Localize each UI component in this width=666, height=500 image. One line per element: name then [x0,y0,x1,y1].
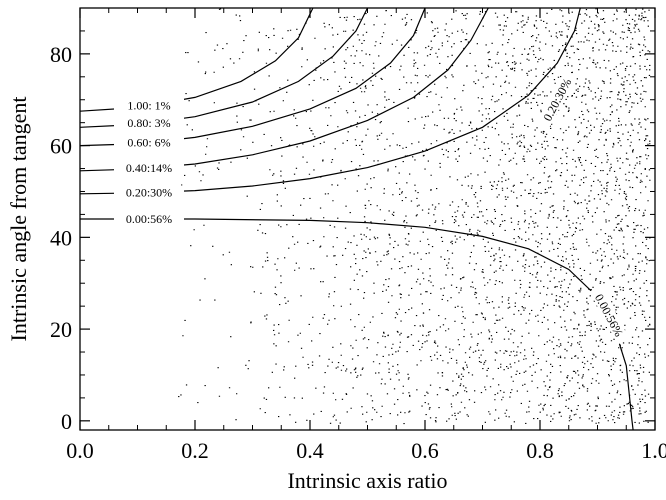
y-axis-label: Intrinsic angle from tangent [6,97,31,342]
x-tick-label: 0.0 [66,438,94,463]
contour-label: 0.20:30% [126,185,172,199]
contour-label: 1.00: 1% [127,99,170,113]
axis-ticks [79,8,656,430]
contour-label: 0.40:14% [126,161,172,175]
inline-contour-label: 0.20:30% [540,76,574,123]
x-tick-label: 0.6 [411,438,439,463]
inline-contour-label: 0.00:56% [592,292,626,339]
contour-line [79,7,581,195]
contour-labels: 1.00: 1% 0.80: 3% 0.60: 6% 0.40:14% 0.20:30%… [114,69,630,345]
x-axis-label: Intrinsic axis ratio [287,468,447,493]
x-tick-label: 0.8 [526,438,554,463]
contour-label-bg [114,160,184,175]
y-tick-label: 0 [61,409,72,434]
inline-contour-label-bg [589,285,630,345]
contour-label-bg [114,115,184,130]
contour-label: 0.60: 6% [127,135,170,149]
contour-label-bg [114,212,184,226]
contour-label: 0.80: 3% [127,116,170,130]
contour-label-bg [114,135,184,150]
x-tick-label: 0.4 [296,438,324,463]
contour-line [79,7,314,112]
x-tick-label: 1.0 [641,438,666,463]
y-tick-label: 60 [50,134,72,159]
contour-label-bg [114,98,184,113]
y-tick-label: 40 [50,225,72,250]
contour-label: 0.00:56% [126,212,172,226]
contour-label-bg [114,185,184,200]
y-tick-label: 80 [50,42,72,67]
x-tick-label: 0.2 [181,438,209,463]
y-tick-label: 20 [50,317,72,342]
contour-line [80,218,634,431]
scatter-point-cloud [177,8,651,425]
tick-labels: 0.0 0.2 0.4 0.6 0.8 1.0 0 20 40 60 80 [50,42,666,463]
scatter-points [177,8,651,425]
inline-contour-label-group: 0.00:56% [589,285,630,345]
inline-contour-label-bg [537,69,577,130]
